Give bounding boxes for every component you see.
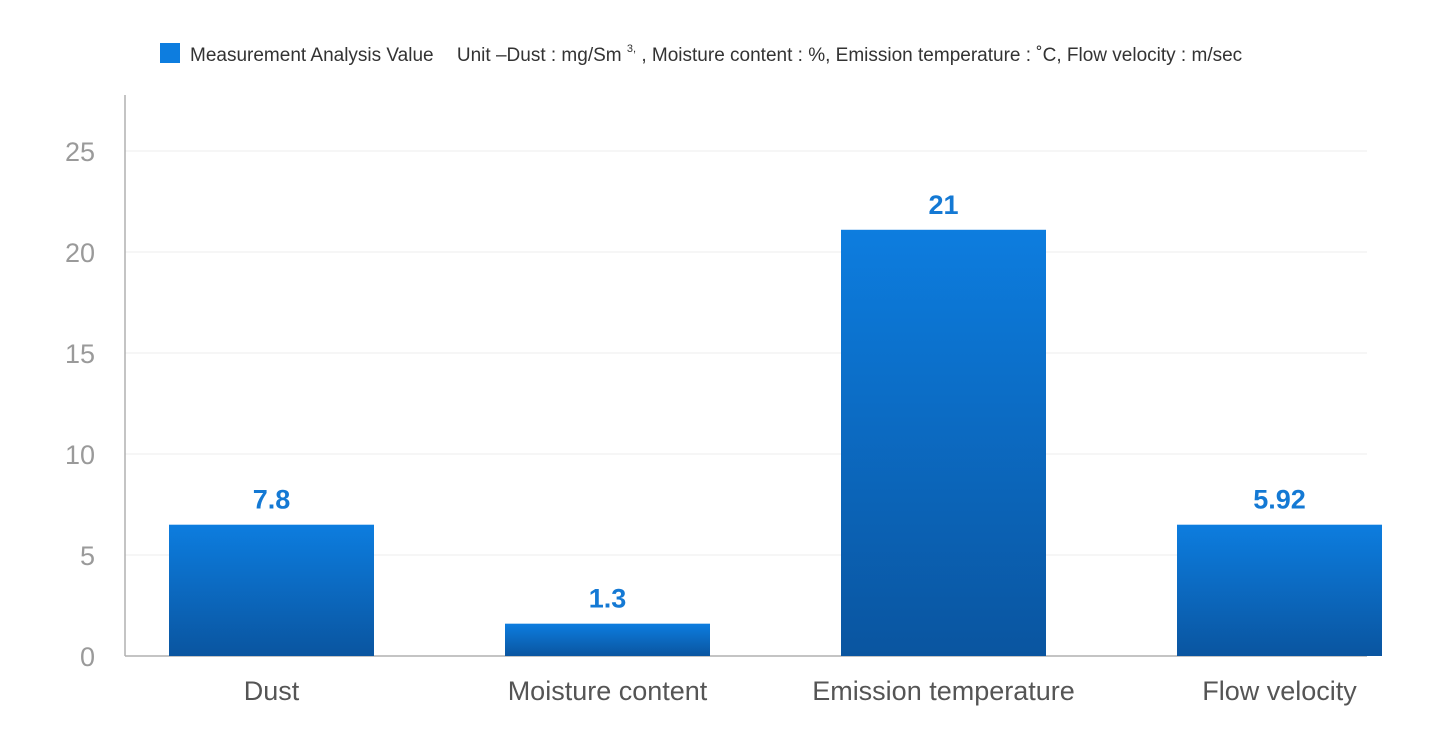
data-label: 21: [928, 190, 958, 220]
y-tick-label: 20: [65, 238, 95, 268]
legend: Measurement Analysis Value Unit –Dust : …: [160, 36, 1242, 66]
y-tick-label: 15: [65, 339, 95, 369]
legend-series-name: Measurement Analysis Value: [190, 45, 434, 66]
gridlines: [125, 150, 1367, 556]
x-axis-categories: Dust Moisture content Emission temperature…: [244, 676, 1358, 706]
legend-unit-suffix: , Moisture content : %, Emission tempera…: [641, 45, 1242, 66]
category-label: Emission temperature: [812, 676, 1075, 706]
data-labels: 7.8 1.3 21 5.92: [253, 190, 1306, 614]
bars: [169, 229, 1382, 656]
legend-swatch: [160, 43, 180, 63]
bar: [505, 623, 710, 656]
y-axis-ticks: 0 5 10 15 20 25: [65, 137, 95, 672]
category-label: Moisture content: [508, 676, 708, 706]
y-tick-label: 0: [80, 642, 95, 672]
category-label: Dust: [244, 676, 300, 706]
y-tick-label: 10: [65, 440, 95, 470]
y-tick-label: 5: [80, 541, 95, 571]
data-label: 7.8: [253, 485, 291, 515]
bar: [841, 229, 1046, 656]
data-label: 1.3: [589, 584, 627, 614]
legend-text: Measurement Analysis Value Unit –Dust : …: [190, 36, 1242, 66]
legend-unit-prefix: Unit –Dust : mg/Sm: [457, 45, 622, 66]
y-tick-label: 25: [65, 137, 95, 167]
legend-unit-superscript: 3,: [627, 43, 636, 55]
bar: [169, 524, 374, 656]
data-label: 5.92: [1253, 485, 1306, 515]
bar: [1177, 524, 1382, 656]
category-label: Flow velocity: [1202, 676, 1357, 706]
